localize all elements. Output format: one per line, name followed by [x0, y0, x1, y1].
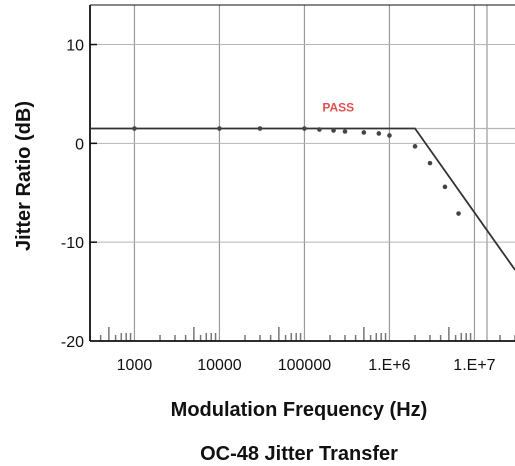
x-tick-label: 10000 [197, 357, 242, 374]
x-tick-label: 100000 [278, 357, 331, 374]
data-point [412, 144, 418, 149]
data-point [376, 131, 382, 136]
y-tick-label: -20 [61, 334, 84, 351]
data-point [387, 133, 392, 138]
data-point [331, 128, 336, 133]
x-axis-title: Modulation Frequency (Hz) [171, 399, 428, 421]
data-point [217, 126, 222, 131]
y-tick-labels: 10 0 -10 -20 [61, 38, 84, 351]
y-axis-title: Jitter Ratio (dB) [13, 101, 35, 251]
data-point [442, 184, 448, 190]
y-tick-label: 0 [75, 136, 84, 153]
data-points [132, 126, 461, 216]
mask-line [90, 127, 515, 271]
data-point [427, 160, 433, 166]
y-tick-label: 10 [66, 38, 84, 55]
data-point [342, 129, 348, 134]
plot-background [90, 5, 515, 341]
x-tick-labels: 1000 10000 100000 1.E+6 1.E+7 [117, 357, 496, 374]
x-tick-label: 1000 [117, 357, 153, 374]
data-point [132, 126, 137, 131]
data-point [302, 126, 307, 131]
pass-annotation: PASS [322, 101, 354, 115]
x-tick-label: 1.E+7 [453, 357, 495, 374]
data-point [317, 127, 322, 132]
x-tick-label: 1.E+6 [368, 357, 410, 374]
data-point [257, 126, 263, 131]
chart-title: OC-48 Jitter Transfer [200, 443, 398, 465]
y-tick-label: -10 [61, 235, 84, 252]
data-point [456, 211, 461, 216]
data-point [361, 130, 367, 135]
